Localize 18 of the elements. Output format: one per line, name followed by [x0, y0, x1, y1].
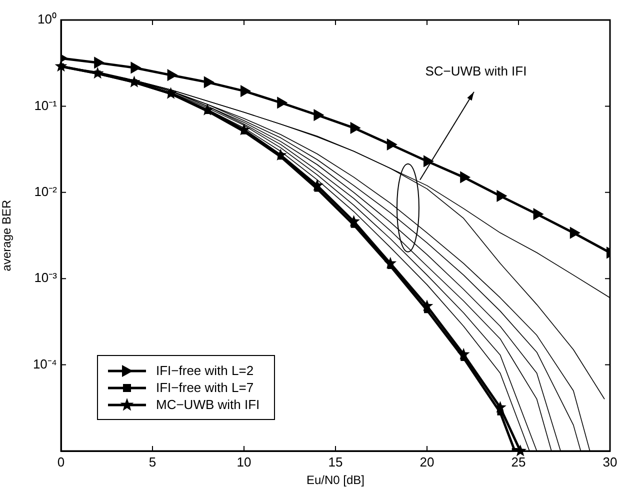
legend-label: IFI−free with L=7	[156, 379, 254, 396]
x-axis-title: Eu/N0 [dB]	[306, 473, 365, 488]
x-tick-label: 15	[328, 454, 343, 470]
x-tick-label: 30	[602, 454, 618, 470]
y-tick-label: 10⁻³	[34, 270, 58, 286]
x-tick-label: 10	[236, 454, 252, 470]
legend-label: IFI−free with L=2	[156, 362, 254, 379]
x-tick-label: 25	[511, 454, 526, 470]
annotation: SC−UWB with IFI	[425, 63, 527, 78]
x-tick-label: 5	[148, 454, 156, 470]
y-axis-title: average BER	[0, 199, 14, 272]
y-tick-label: 10⁻⁴	[32, 356, 57, 372]
legend-label: MC−UWB with IFI	[156, 396, 260, 413]
x-tick-label: 0	[57, 454, 65, 470]
x-tick-label: 20	[420, 454, 434, 470]
y-tick-label: 10⁻²	[34, 184, 58, 199]
y-tick-label: 10⁻¹	[34, 98, 58, 113]
y-tick-label: 10⁰	[38, 12, 57, 27]
